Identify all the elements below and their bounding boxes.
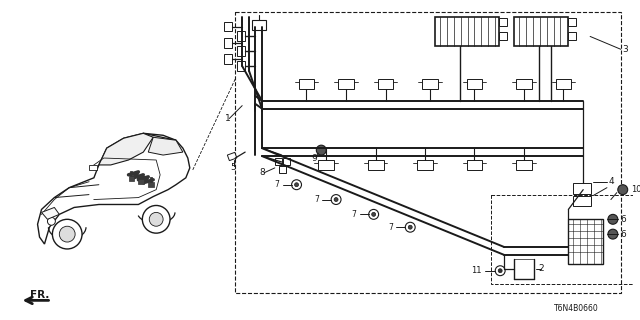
Bar (227, 152, 237, 161)
Circle shape (334, 197, 338, 202)
Bar (138, 179, 145, 184)
Circle shape (294, 183, 298, 187)
Bar (556, 79, 572, 89)
Bar (467, 160, 483, 170)
Bar (514, 17, 568, 46)
Bar (283, 158, 290, 165)
Circle shape (331, 195, 341, 204)
Polygon shape (42, 207, 60, 219)
Text: 7: 7 (351, 210, 356, 219)
Bar (237, 46, 245, 56)
Circle shape (408, 225, 412, 229)
Polygon shape (148, 137, 183, 155)
Bar (129, 176, 134, 181)
Bar (568, 219, 603, 264)
Bar (492, 195, 633, 284)
Circle shape (52, 219, 82, 249)
Text: 1: 1 (225, 114, 231, 123)
Bar (318, 160, 334, 170)
Circle shape (608, 214, 618, 224)
Bar (422, 79, 438, 89)
Bar (499, 33, 507, 40)
Bar (568, 33, 576, 40)
Circle shape (60, 226, 75, 242)
Bar (279, 166, 285, 173)
Text: 10: 10 (630, 185, 640, 194)
Bar (378, 79, 394, 89)
Bar (573, 196, 591, 206)
Text: 2: 2 (539, 264, 545, 273)
Circle shape (405, 222, 415, 232)
Polygon shape (38, 133, 190, 244)
Bar (225, 22, 232, 31)
Bar (225, 38, 232, 48)
Text: 9: 9 (312, 154, 317, 163)
Text: 8: 8 (259, 168, 265, 177)
Bar (275, 158, 282, 165)
Bar (435, 17, 499, 46)
Bar (237, 31, 245, 41)
Bar (237, 61, 245, 71)
Text: 7: 7 (275, 180, 279, 189)
Circle shape (292, 180, 301, 190)
Bar (298, 79, 314, 89)
Text: 7: 7 (314, 195, 319, 204)
Bar (252, 20, 266, 29)
Text: 6: 6 (621, 215, 627, 224)
Bar (516, 79, 532, 89)
Bar (225, 54, 232, 64)
Bar (573, 183, 591, 194)
Circle shape (495, 266, 505, 276)
Circle shape (142, 205, 170, 233)
Bar (417, 160, 433, 170)
Text: FR.: FR. (29, 291, 49, 300)
Bar (467, 79, 483, 89)
Circle shape (618, 185, 628, 195)
Bar (89, 165, 97, 170)
Circle shape (498, 269, 502, 273)
Text: 7: 7 (388, 223, 393, 232)
Text: T6N4B0660: T6N4B0660 (554, 304, 598, 313)
Bar (148, 182, 154, 187)
Text: 5: 5 (230, 164, 236, 172)
Circle shape (149, 212, 163, 226)
Bar (338, 79, 354, 89)
Text: 3: 3 (623, 45, 628, 54)
Text: 6: 6 (621, 230, 627, 239)
Bar (568, 18, 576, 26)
Polygon shape (99, 133, 153, 165)
Bar (368, 160, 383, 170)
Circle shape (608, 229, 618, 239)
Circle shape (369, 209, 379, 219)
Circle shape (316, 145, 326, 155)
Bar (499, 18, 507, 26)
Bar (516, 160, 532, 170)
Bar (236, 12, 621, 293)
Circle shape (372, 212, 376, 216)
Circle shape (47, 217, 55, 225)
Text: 11: 11 (471, 266, 481, 275)
Text: 4: 4 (609, 177, 614, 186)
